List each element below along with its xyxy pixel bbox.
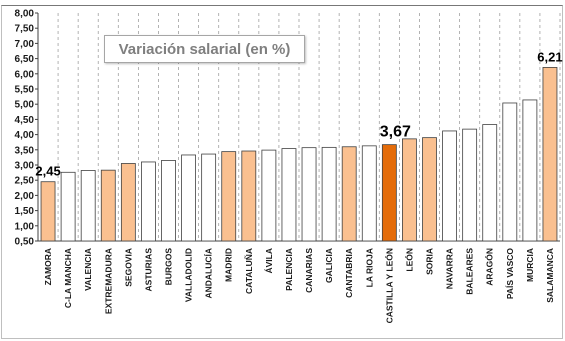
bar <box>542 67 558 242</box>
x-tick-label: ARAGÓN <box>484 248 495 286</box>
bar <box>502 102 518 242</box>
data-label: 3,67 <box>380 124 411 141</box>
x-tick-label: CATALUÑA <box>244 248 254 294</box>
bar <box>241 150 257 242</box>
x-tick-label: PAÍS VASCO <box>505 248 515 300</box>
x-tick-label: SALAMANCA <box>545 248 555 303</box>
bar <box>341 146 357 242</box>
y-tick-label: 5,50 <box>15 85 35 96</box>
bar <box>100 169 116 242</box>
y-tick-label: 8,00 <box>15 9 35 20</box>
bar <box>301 147 317 242</box>
x-tick-label: VALENCIA <box>83 248 93 291</box>
bar <box>201 153 217 242</box>
y-tick-label: 0,50 <box>15 237 35 248</box>
x-tick-label: SEGOVIA <box>123 248 133 287</box>
bar <box>60 171 76 242</box>
bar <box>161 160 176 242</box>
x-tick-label: C-LA MANCHA <box>63 248 73 308</box>
bar <box>381 144 397 242</box>
x-tick-label: LEÓN <box>403 248 414 272</box>
x-tick-label: VALLADOLID <box>184 248 194 302</box>
x-tick-label: NAVARRA <box>445 248 455 289</box>
bar <box>221 151 237 242</box>
x-tick-label: ANDALUCÍA <box>204 248 214 299</box>
data-label: 2,45 <box>35 164 60 179</box>
chart-frame <box>1 5 563 339</box>
bar <box>522 99 538 242</box>
x-tick-label: ÁVILA <box>264 248 274 274</box>
y-tick-label: 6,00 <box>15 69 35 80</box>
data-label: 6,21 <box>537 49 562 64</box>
bar <box>120 163 136 242</box>
x-tick-label: BALEARES <box>465 248 475 295</box>
bar <box>361 145 377 242</box>
bar <box>281 148 297 242</box>
x-tick-label: GALICIA <box>324 248 334 283</box>
x-tick-label: PALENCIA <box>284 248 294 291</box>
y-tick-label: 1,00 <box>15 221 35 232</box>
y-tick-label: 2,00 <box>15 191 35 202</box>
y-tick-label: 3,50 <box>15 145 35 156</box>
y-tick-label: 7,50 <box>15 24 35 35</box>
bar <box>482 124 498 242</box>
y-tick-label: 2,50 <box>15 176 35 187</box>
y-tick-label: 5,00 <box>15 100 35 111</box>
x-tick-label: CANARIAS <box>304 248 314 293</box>
bar <box>181 154 196 242</box>
x-tick-label: CANTABRIA <box>344 248 354 298</box>
x-tick-label: LA RIOJA <box>364 248 374 287</box>
bar <box>40 181 56 242</box>
bar <box>141 161 156 242</box>
y-tick-label: 6,50 <box>15 54 35 65</box>
x-tick-label: CASTILLA Y LEÓN <box>383 248 394 323</box>
x-tick-label: ZAMORA <box>43 248 53 285</box>
x-tick-label: MADRID <box>224 248 234 282</box>
bar <box>80 170 96 242</box>
bar <box>402 138 417 242</box>
bar <box>462 128 478 242</box>
y-tick-label: 4,00 <box>15 130 35 141</box>
y-tick-label: 1,50 <box>15 206 35 217</box>
bar <box>321 146 337 242</box>
bar <box>442 130 457 242</box>
x-tick-label: ASTURIAS <box>143 248 153 292</box>
x-tick-label: SORIA <box>425 248 435 275</box>
x-tick-label: BURGOS <box>164 248 174 286</box>
y-tick-label: 4,50 <box>15 115 35 126</box>
y-tick-label: 7,00 <box>15 39 35 50</box>
x-tick-label: EXTREMADURA <box>103 248 113 314</box>
bar <box>422 137 437 242</box>
y-tick-label: 3,00 <box>15 161 35 172</box>
chart-title: Variación salarial (en %) <box>104 35 305 63</box>
bar <box>261 149 277 242</box>
x-tick-label: MURCIA <box>525 248 535 282</box>
